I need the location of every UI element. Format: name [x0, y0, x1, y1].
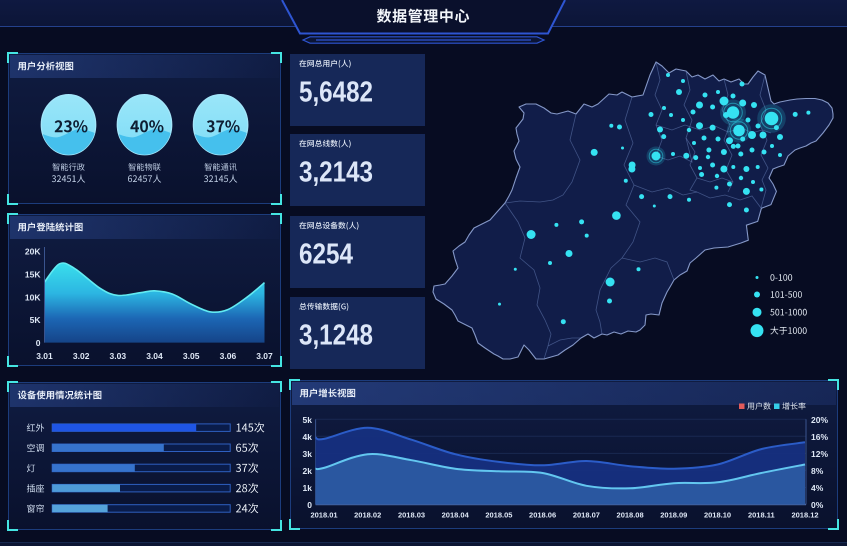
svg-text:2018.02: 2018.02	[354, 511, 381, 520]
svg-text:12%: 12%	[811, 449, 828, 459]
svg-text:3,2143: 3,2143	[299, 156, 373, 188]
svg-text:3.07: 3.07	[256, 351, 273, 361]
svg-text:5K: 5K	[30, 315, 42, 325]
svg-text:0%: 0%	[811, 500, 824, 510]
svg-text:2018.09: 2018.09	[660, 511, 687, 520]
svg-text:4%: 4%	[811, 483, 824, 493]
svg-text:3.05: 3.05	[183, 351, 200, 361]
svg-text:3.03: 3.03	[110, 351, 127, 361]
svg-text:6254: 6254	[299, 238, 353, 270]
svg-text:5k: 5k	[303, 415, 313, 425]
svg-text:2018.04: 2018.04	[442, 511, 470, 520]
svg-text:3,1248: 3,1248	[299, 320, 373, 352]
svg-text:2018.10: 2018.10	[704, 511, 731, 520]
svg-text:1k: 1k	[303, 483, 313, 493]
svg-text:2018.06: 2018.06	[529, 511, 556, 520]
svg-text:2018.03: 2018.03	[398, 511, 425, 520]
svg-text:2018.07: 2018.07	[573, 511, 600, 520]
svg-text:8%: 8%	[811, 466, 824, 476]
svg-text:0: 0	[307, 500, 312, 510]
svg-text:2018.08: 2018.08	[617, 511, 644, 520]
svg-text:2018.05: 2018.05	[485, 511, 512, 520]
svg-text:20%: 20%	[811, 415, 828, 425]
svg-text:3k: 3k	[303, 449, 313, 459]
svg-text:4k: 4k	[303, 432, 313, 442]
svg-text:16%: 16%	[811, 432, 828, 442]
svg-text:3.06: 3.06	[220, 351, 237, 361]
svg-text:2k: 2k	[303, 466, 313, 476]
svg-text:15K: 15K	[25, 269, 41, 279]
svg-text:0: 0	[36, 338, 41, 348]
svg-text:2018.01: 2018.01	[310, 511, 337, 520]
svg-text:2018.11: 2018.11	[748, 511, 775, 520]
svg-text:2018.12: 2018.12	[791, 511, 818, 520]
svg-text:10K: 10K	[25, 292, 41, 302]
svg-text:20K: 20K	[25, 247, 41, 257]
svg-text:5,6482: 5,6482	[299, 77, 373, 109]
svg-text:3.02: 3.02	[73, 351, 90, 361]
svg-text:3.04: 3.04	[146, 351, 163, 361]
svg-text:3.01: 3.01	[36, 351, 53, 361]
